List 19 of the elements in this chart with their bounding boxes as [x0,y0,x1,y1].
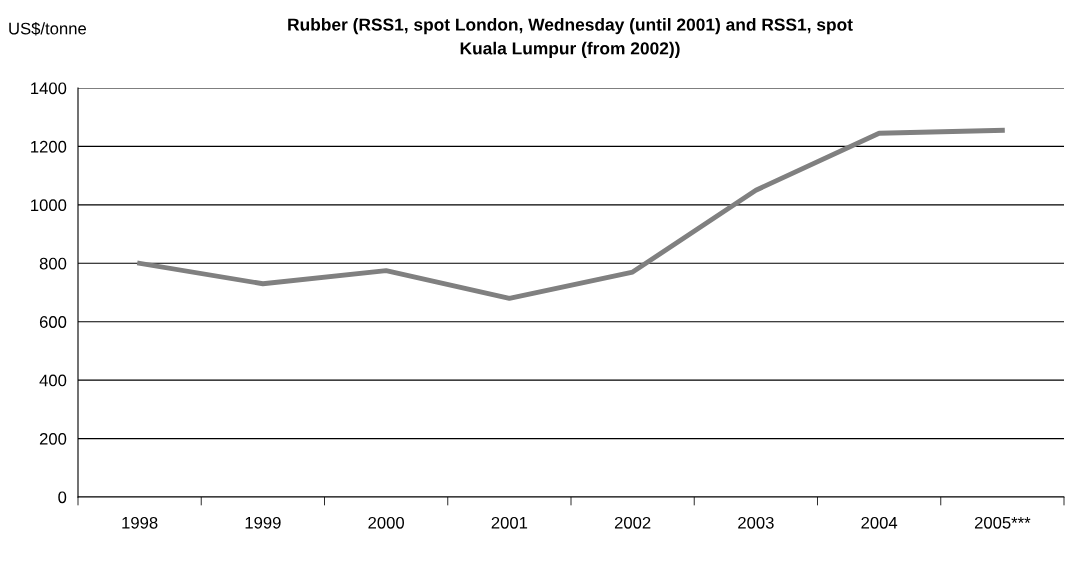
y-tick-label: 600 [39,316,67,328]
y-tick-label: 200 [39,432,67,445]
line-series [137,127,1005,301]
y-tick-label: 800 [39,257,67,270]
x-tick-label: 2001 [491,516,528,529]
x-tick-label: 2004 [861,516,898,529]
y-tick-label: 0 [58,491,67,504]
x-tick-label: 2005*** [974,516,1031,529]
x-tick-label: 2000 [368,516,405,529]
chart-title: Rubber (RSS1, spot London, Wednesday (until 2001) and RSS1, spot Kuala Lumpur (from 2002)) [288,18,853,58]
x-tick-label: 2002 [614,516,651,529]
y-tick-label: 1200 [31,140,67,153]
x-tick-label: 1998 [122,516,158,529]
y-tick-label: 400 [39,374,67,387]
x-tick-label: 2003 [738,516,774,529]
y-axis-title: US$/tonne [9,21,87,36]
y-tick-label: 1000 [31,199,67,212]
y-tick-label: 1400 [31,82,67,95]
x-tick-label: 1999 [245,516,281,529]
